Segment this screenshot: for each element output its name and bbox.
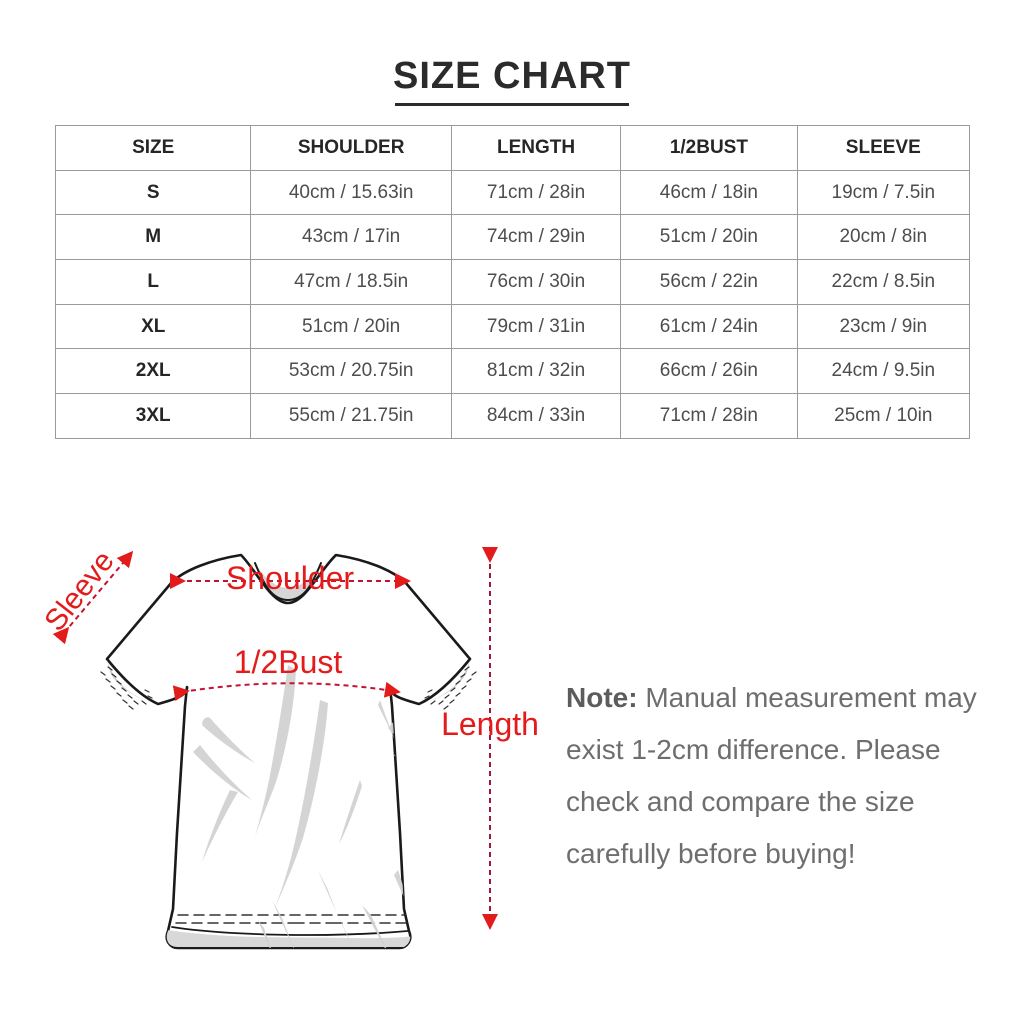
svg-text:Shoulder: Shoulder <box>226 560 354 596</box>
svg-text:Length: Length <box>441 706 539 742</box>
svg-text:1/2Bust: 1/2Bust <box>234 644 343 680</box>
svg-text:Sleeve: Sleeve <box>38 545 120 638</box>
